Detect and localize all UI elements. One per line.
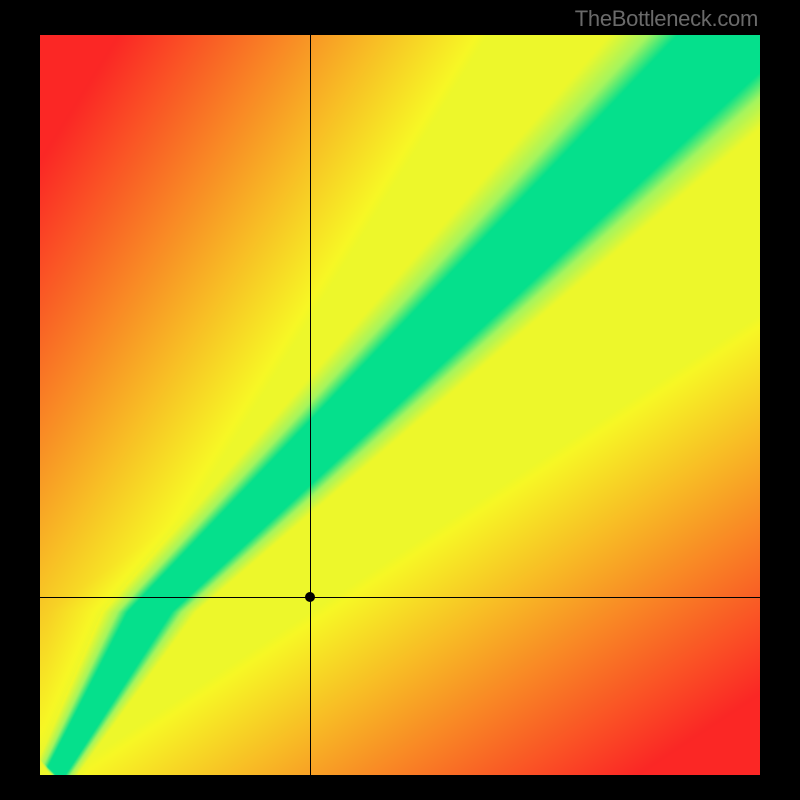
heatmap-canvas — [40, 35, 760, 775]
crosshair-vertical — [310, 35, 311, 775]
heatmap-plot — [40, 35, 760, 775]
marker-dot — [305, 592, 315, 602]
crosshair-horizontal — [40, 597, 760, 598]
watermark-text: TheBottleneck.com — [575, 6, 758, 32]
